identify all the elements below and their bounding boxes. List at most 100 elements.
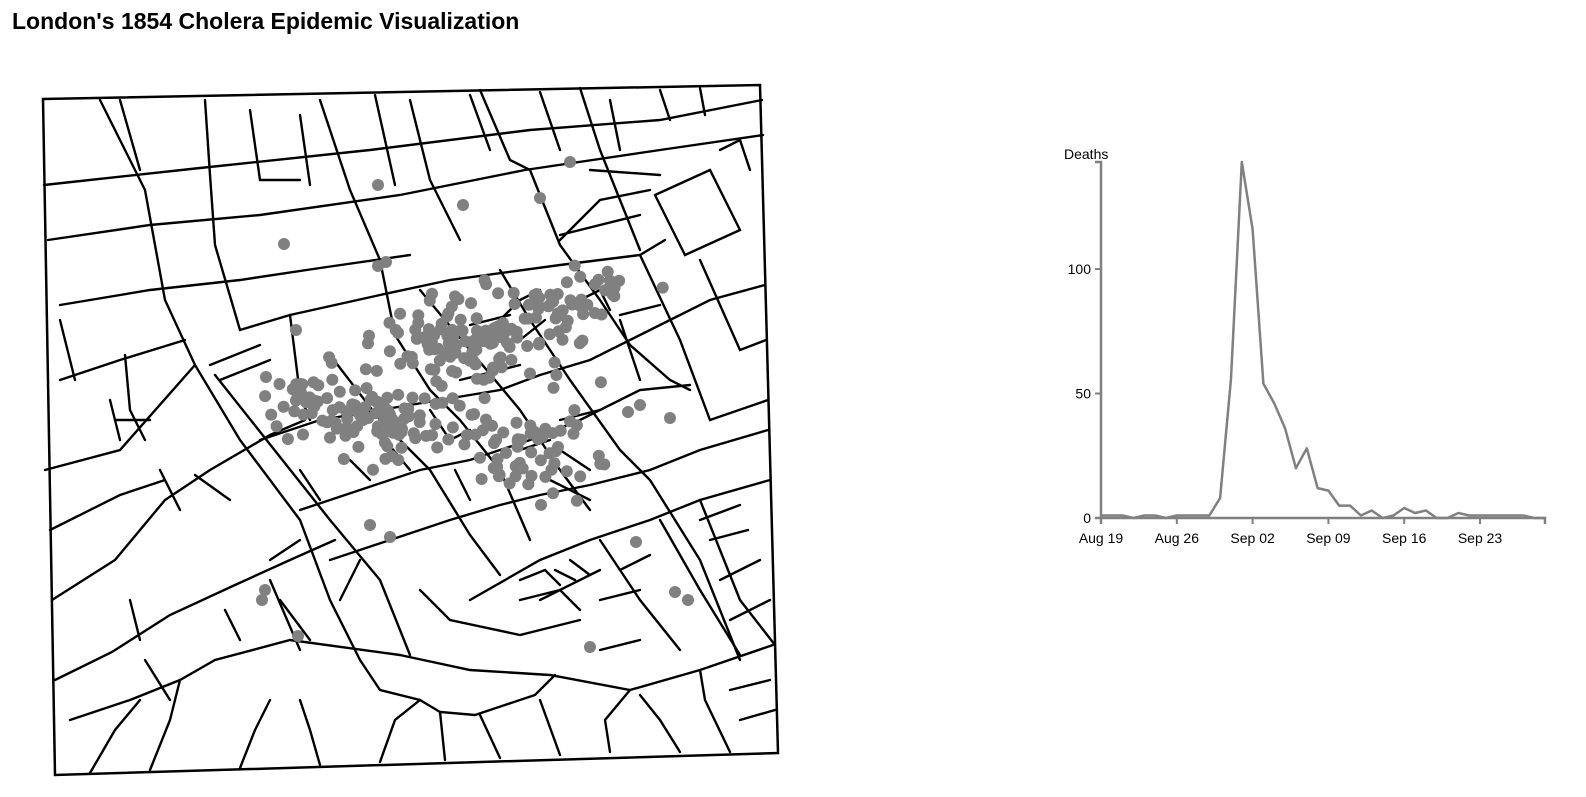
street-segment: [548, 478, 592, 502]
street-segment: [298, 468, 322, 502]
death-marker: [405, 350, 418, 363]
street-segment: [58, 338, 187, 382]
death-marker: [281, 433, 294, 445]
street-segment: [568, 558, 592, 577]
death-marker: [564, 294, 577, 307]
y-axis: 0 50 100: [1068, 160, 1103, 526]
death-marker: [352, 440, 365, 453]
death-marker: [551, 307, 564, 320]
death-marker: [570, 494, 583, 507]
street-segment: [58, 253, 412, 307]
death-marker: [429, 418, 442, 430]
death-marker: [528, 289, 541, 302]
death-marker: [486, 419, 498, 432]
death-marker: [370, 395, 383, 408]
series-line-deaths: [1101, 160, 1545, 520]
street-segment: [638, 253, 770, 422]
street-segment: [518, 568, 562, 587]
street-segment: [478, 88, 532, 172]
death-marker: [573, 337, 586, 350]
street-segment: [698, 503, 742, 522]
y-tick-label: 0: [1083, 510, 1091, 526]
death-marker: [630, 536, 642, 548]
death-marker: [453, 399, 466, 412]
street-segment: [268, 538, 302, 562]
death-marker: [259, 390, 272, 403]
street-segment: [718, 138, 752, 172]
death-marker: [381, 440, 394, 453]
death-marker: [346, 403, 359, 415]
death-marker: [324, 431, 336, 444]
death-marker: [534, 192, 546, 204]
death-marker: [362, 337, 374, 350]
death-marker: [664, 412, 676, 424]
street-segment: [328, 428, 770, 562]
y-tick-label: 100: [1068, 261, 1092, 277]
street-segment: [118, 98, 142, 172]
street-segment: [42, 98, 764, 187]
death-marker: [511, 435, 524, 447]
death-marker: [573, 299, 586, 312]
death-marker: [634, 399, 646, 411]
death-marker: [424, 363, 437, 376]
street-segment: [728, 598, 772, 622]
y-tick-label: 50: [1075, 386, 1091, 402]
street-segment: [348, 458, 372, 482]
death-marker: [460, 429, 473, 442]
street-segment: [88, 698, 142, 775]
street-segment: [608, 98, 622, 152]
death-marker: [358, 401, 371, 414]
death-marker: [260, 371, 272, 383]
street-segment: [588, 168, 662, 177]
death-marker: [530, 427, 543, 440]
death-marker: [305, 407, 318, 420]
death-marker: [402, 410, 415, 423]
x-axis: Aug 19 Aug 26 Sep 02 Sep 09 Sep 16 Sep 23: [1079, 516, 1547, 546]
street-segment: [698, 86, 707, 117]
death-marker: [568, 259, 581, 272]
death-marker: [384, 531, 396, 543]
street-segment: [123, 353, 147, 442]
death-marker: [554, 424, 567, 437]
death-marker: [372, 179, 384, 191]
death-marker: [524, 367, 536, 380]
death-marker: [508, 298, 521, 310]
street-segment: [48, 478, 167, 532]
death-marker: [559, 321, 572, 334]
death-marker: [413, 409, 426, 422]
street-segment: [698, 668, 732, 754]
death-marker: [505, 354, 518, 366]
death-marker: [479, 324, 492, 337]
map-border: [41, 83, 780, 777]
death-marker: [458, 438, 471, 451]
death-marker: [395, 441, 408, 454]
street-segment: [728, 678, 772, 692]
death-marker: [446, 392, 459, 405]
soho-street-map: [41, 83, 780, 777]
street-segment: [223, 608, 242, 642]
death-marker: [297, 428, 309, 441]
death-marker: [270, 420, 283, 433]
street-segment: [478, 713, 502, 760]
street-segment: [598, 588, 642, 602]
death-marker: [330, 422, 343, 435]
page-title: London's 1854 Cholera Epidemic Visualiza…: [12, 8, 520, 34]
death-marker: [656, 281, 669, 294]
death-marker: [426, 429, 438, 442]
death-marker: [509, 460, 522, 473]
street-segment: [653, 168, 742, 257]
street-segment: [373, 93, 397, 187]
street-segment: [398, 643, 775, 692]
street-segment: [193, 473, 232, 502]
death-marker: [370, 364, 383, 377]
death-marker: [534, 454, 547, 467]
street-segment: [698, 258, 768, 352]
death-marker: [326, 373, 339, 386]
street-segment: [453, 468, 472, 502]
death-marker: [430, 375, 443, 388]
street-segment: [598, 538, 682, 652]
death-marker: [494, 351, 507, 364]
death-marker: [341, 412, 354, 425]
street-segment: [708, 528, 750, 542]
death-marker: [450, 366, 463, 379]
